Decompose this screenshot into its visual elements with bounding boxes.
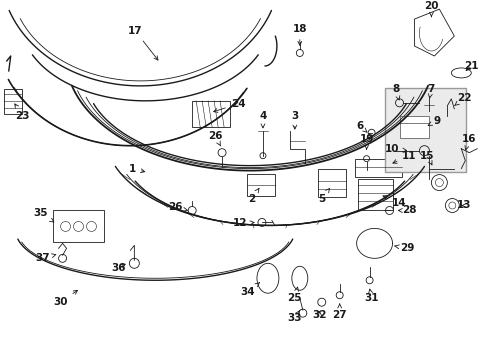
Text: 4: 4 bbox=[259, 111, 266, 128]
Text: 31: 31 bbox=[364, 289, 378, 303]
Text: 13: 13 bbox=[456, 201, 470, 211]
Text: 34: 34 bbox=[240, 283, 259, 297]
Text: 20: 20 bbox=[423, 1, 438, 17]
Text: 1: 1 bbox=[128, 163, 144, 174]
Text: 27: 27 bbox=[332, 304, 346, 320]
Text: 29: 29 bbox=[394, 243, 414, 253]
Text: 28: 28 bbox=[398, 206, 416, 216]
FancyBboxPatch shape bbox=[317, 168, 345, 197]
Text: 26: 26 bbox=[207, 131, 222, 146]
FancyBboxPatch shape bbox=[354, 159, 402, 177]
Text: 24: 24 bbox=[213, 99, 245, 112]
FancyBboxPatch shape bbox=[246, 174, 274, 195]
Text: 25: 25 bbox=[287, 287, 302, 303]
FancyBboxPatch shape bbox=[53, 211, 104, 242]
Text: 37: 37 bbox=[35, 253, 56, 263]
Text: 15: 15 bbox=[419, 150, 434, 165]
Text: 23: 23 bbox=[15, 104, 30, 121]
FancyBboxPatch shape bbox=[399, 116, 428, 138]
FancyBboxPatch shape bbox=[357, 179, 392, 211]
Text: 7: 7 bbox=[427, 84, 434, 98]
FancyBboxPatch shape bbox=[384, 88, 466, 172]
Text: 9: 9 bbox=[427, 116, 440, 126]
Text: 35: 35 bbox=[33, 208, 54, 222]
Text: 11: 11 bbox=[392, 150, 416, 163]
FancyBboxPatch shape bbox=[4, 89, 21, 114]
Text: 12: 12 bbox=[232, 219, 254, 229]
Text: 2: 2 bbox=[248, 188, 259, 203]
Text: 14: 14 bbox=[382, 195, 406, 207]
Text: 22: 22 bbox=[454, 93, 470, 105]
Text: 18: 18 bbox=[292, 24, 306, 45]
Text: 5: 5 bbox=[318, 188, 329, 203]
Text: 19: 19 bbox=[359, 134, 373, 149]
Text: 6: 6 bbox=[355, 121, 366, 132]
Text: 8: 8 bbox=[391, 84, 399, 100]
Text: 26: 26 bbox=[168, 202, 187, 212]
Text: 3: 3 bbox=[291, 111, 298, 129]
Text: 32: 32 bbox=[312, 310, 326, 320]
Text: 16: 16 bbox=[461, 134, 475, 150]
Text: 21: 21 bbox=[463, 61, 478, 71]
Text: 33: 33 bbox=[287, 310, 302, 323]
FancyBboxPatch shape bbox=[192, 101, 229, 127]
Text: 30: 30 bbox=[53, 291, 77, 307]
Text: 10: 10 bbox=[385, 144, 406, 154]
Text: 17: 17 bbox=[128, 26, 158, 60]
Text: 36: 36 bbox=[111, 263, 125, 273]
